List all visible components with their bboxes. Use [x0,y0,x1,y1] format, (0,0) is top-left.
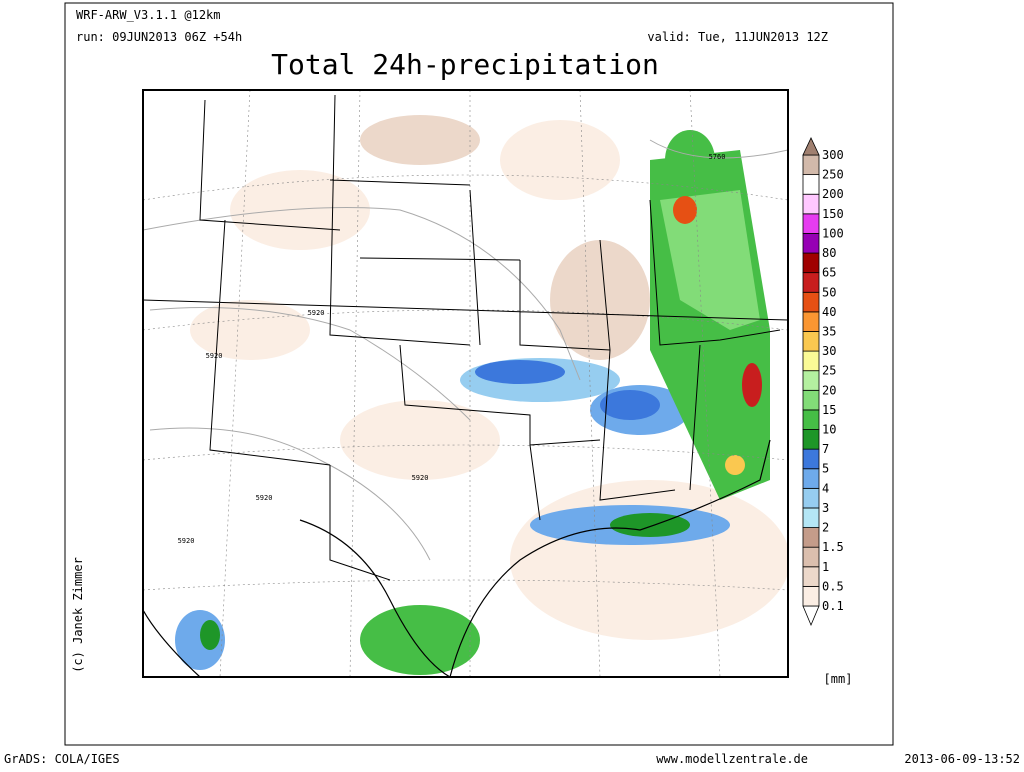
legend-level-label: 40 [822,305,836,319]
legend-level-label: 200 [822,187,844,201]
contour-label: 5920 [178,537,195,545]
legend-level-label: 300 [822,148,844,162]
footer-center: www.modellzentrale.de [656,752,808,766]
precip-field [175,115,788,675]
legend-swatch [802,311,820,332]
legend-level-label: 35 [822,324,836,338]
valid-label: valid: Tue, 11JUN2013 12Z [647,30,828,44]
legend-level-label: 0.5 [822,579,844,593]
model-label: WRF-ARW_V3.1.1 @12km [76,8,221,22]
legend-swatch [802,137,820,156]
contour-label: 5920 [308,309,325,317]
legend-swatch [802,566,820,587]
footer-right: 2013-06-09-13:52 [904,752,1020,766]
legend-swatch [802,429,820,450]
legend-level-label: 1 [822,560,829,574]
legend-swatch [802,291,820,313]
legend-swatch [802,389,820,411]
legend-level-label: 80 [822,246,836,260]
legend-level-label: 4 [822,481,829,495]
legend-swatch [802,252,820,274]
legend-swatch [802,487,820,509]
legend-swatch [802,193,820,215]
title: Total 24h-precipitation [271,48,659,81]
frame [64,2,894,746]
legend-level-label: 150 [822,207,844,221]
legend-level-label: 65 [822,266,836,280]
legend-swatch [802,331,820,352]
legend-swatch [802,370,820,391]
legend-swatch [802,546,820,568]
legend-level-label: 20 [822,383,836,397]
legend-swatch [802,448,820,470]
legend-level-label: 250 [822,168,844,182]
legend-level-label: 0.1 [822,599,844,613]
footer-left: GrADS: COLA/IGES [4,752,120,766]
legend-level-label: 1.5 [822,540,844,554]
contour-label: 5760 [709,153,726,161]
legend-level-label: 7 [822,442,829,456]
legend-swatch [802,507,820,528]
legend-swatch [802,585,820,607]
legend-level-label: 25 [822,364,836,378]
legend-swatch [802,527,820,548]
legend-level-label: 15 [822,403,836,417]
legend-swatch [802,174,820,195]
legend-swatch [802,409,820,430]
legend-level-label: 30 [822,344,836,358]
legend-swatch [802,605,820,627]
legend-level-label: 2 [822,521,829,535]
legend-swatch [802,272,820,293]
legend-level-label: 5 [822,462,829,476]
legend-level-label: 100 [822,226,844,240]
legend-level-label: 3 [822,501,829,515]
legend-unit: [mm] [824,672,853,686]
contour-label: 5920 [256,494,273,502]
contour-label: 5920 [412,474,429,482]
legend-swatch [802,468,820,489]
legend-swatch [802,213,820,234]
map-border [142,89,789,678]
legend: 0.1 0.5 1 1.5 2 3 4 5 7 10 15 20 25 30 35 40 50 65 80 100 15… [802,137,844,627]
map: 5760 5920 5920 5920 5920 5920 [142,89,789,678]
credit: (c) Janek Zimmer [71,557,85,673]
legend-swatch [802,233,820,254]
legend-swatch [802,350,820,372]
legend-swatch [802,154,820,176]
legend-level-label: 10 [822,423,836,437]
run-label: run: 09JUN2013 06Z +54h [76,30,242,44]
contour-label: 5920 [206,352,223,360]
legend-level-label: 50 [822,285,836,299]
